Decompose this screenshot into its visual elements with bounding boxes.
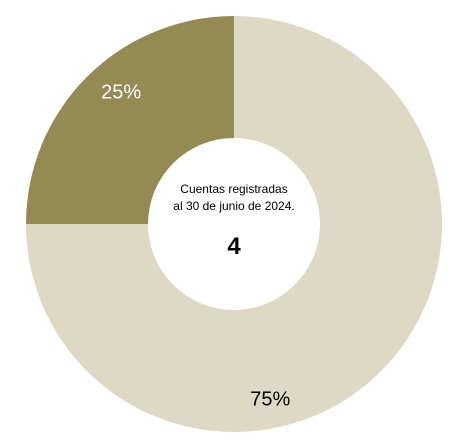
donut-slice-2 xyxy=(26,16,234,224)
slice-labels: 75% 25% xyxy=(101,82,290,411)
donut-slice-1 xyxy=(26,16,442,432)
center-total-value: 4 xyxy=(227,233,241,260)
slice-label-1: 75% xyxy=(250,388,290,410)
center-caption-line-2: al 30 de junio de 2024. xyxy=(173,199,294,213)
center-caption-line-1: Cuentas registradas xyxy=(180,182,287,196)
slice-label-2: 25% xyxy=(101,82,141,104)
center-label: Cuentas registradas al 30 de junio de 20… xyxy=(173,182,294,260)
donut-slices xyxy=(26,16,442,432)
